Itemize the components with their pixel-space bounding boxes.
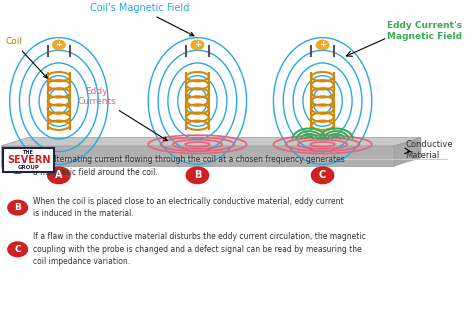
Text: B: B — [194, 170, 201, 180]
Text: Coil's Magnetic Field: Coil's Magnetic Field — [90, 3, 194, 36]
Polygon shape — [394, 138, 421, 166]
Polygon shape — [0, 146, 394, 166]
Text: C: C — [319, 170, 326, 180]
Text: +: + — [319, 41, 326, 50]
Text: If a flaw in the conductive material disturbs the eddy current circulation, the : If a flaw in the conductive material dis… — [33, 232, 365, 266]
Circle shape — [191, 40, 204, 50]
Text: When the coil is placed close to an electrically conductive material, eddy curre: When the coil is placed close to an elec… — [33, 197, 344, 218]
Circle shape — [48, 167, 70, 184]
Circle shape — [186, 167, 209, 184]
Text: B: B — [14, 203, 21, 212]
Circle shape — [311, 167, 334, 184]
Polygon shape — [0, 138, 421, 146]
Text: Eddy
Currents: Eddy Currents — [77, 87, 167, 140]
Text: +: + — [194, 41, 201, 50]
Text: Eddy Current's
Magnetic Field: Eddy Current's Magnetic Field — [387, 21, 463, 41]
FancyBboxPatch shape — [3, 148, 55, 172]
Text: Coil: Coil — [5, 37, 47, 78]
Text: C: C — [14, 245, 21, 254]
Text: SEVERN: SEVERN — [7, 155, 50, 165]
Circle shape — [316, 40, 329, 50]
Text: Conductive
Material: Conductive Material — [405, 140, 453, 160]
Text: The alternating current flowing through the coil at a chosen frequency generates: The alternating current flowing through … — [33, 155, 345, 177]
Circle shape — [8, 159, 27, 173]
Circle shape — [8, 200, 27, 215]
Text: A: A — [55, 170, 63, 180]
Text: +: + — [55, 41, 62, 50]
Text: GROUP: GROUP — [18, 165, 39, 170]
Text: THE: THE — [23, 150, 34, 155]
Text: A: A — [14, 161, 21, 171]
Circle shape — [53, 40, 65, 50]
Circle shape — [8, 242, 27, 257]
